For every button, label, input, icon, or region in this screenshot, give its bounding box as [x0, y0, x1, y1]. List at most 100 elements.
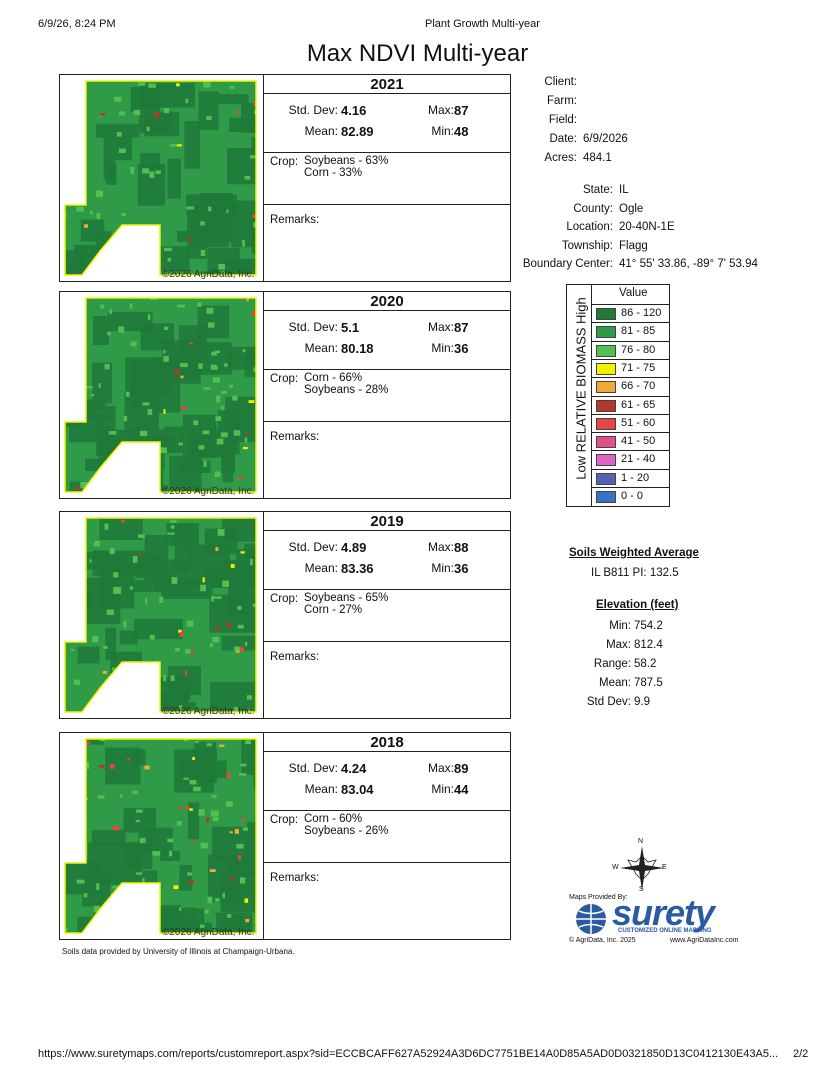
legend: Low RELATIVE BIOMASS High Value 86 - 120 81…: [566, 284, 670, 507]
legend-header: Value: [619, 287, 648, 299]
divider: [264, 861, 510, 863]
legend-range: 0 - 0: [621, 490, 644, 502]
divider: [264, 640, 510, 642]
info-label: Boundary Center:: [522, 258, 613, 270]
year-header: 2018: [264, 731, 510, 752]
compass-e: E: [662, 864, 667, 871]
map-copyright: ©2026 AgriData, Inc.: [162, 706, 255, 717]
year-header: 2021: [264, 73, 510, 94]
legend-range: 76 - 80: [621, 343, 656, 356]
map-copyright: ©2026 AgriData, Inc.: [162, 269, 255, 280]
legend-range: 86 - 120: [621, 307, 662, 319]
std-dev-value: 5.1: [341, 319, 360, 335]
legend-swatch: [596, 362, 616, 375]
elevation-value: 754.2: [634, 620, 663, 632]
legend-swatch: [596, 472, 616, 485]
mean-value: 83.36: [341, 560, 374, 576]
legend-swatch: [596, 417, 616, 430]
logo-brand: surety: [612, 892, 715, 933]
legend-range: 51 - 60: [621, 416, 656, 429]
print-title: Plant Growth Multi-year: [425, 18, 540, 30]
logo-globe: [576, 904, 606, 934]
ndvi-map: [64, 738, 257, 934]
legend-row-line: [591, 468, 669, 470]
min-value: 48: [454, 123, 469, 139]
info-label: Date:: [549, 133, 578, 145]
info-label: Field:: [548, 114, 577, 126]
legend-range: 21 - 40: [621, 453, 656, 466]
crop: Corn - 33%: [304, 166, 363, 179]
legend-range: 81 - 85: [621, 325, 656, 338]
elevation-value: 58.2: [634, 658, 657, 670]
compass-s: S: [639, 886, 644, 893]
legend-row-line: [591, 304, 669, 305]
panel-info: 2019 Std. Dev: 4.89 Mean: 83.36 Max: 88 Min: 36 C…: [263, 510, 512, 719]
crop-label: Crop:: [270, 155, 299, 168]
year: 2019: [370, 512, 404, 530]
min-label: Min:: [431, 781, 454, 796]
soils-value: IL B811 PI: 132.5: [591, 567, 679, 579]
info-value: Ogle: [619, 202, 644, 215]
std-dev-value: 4.24: [341, 760, 367, 776]
std-dev-value: 4.89: [341, 539, 367, 555]
info-label: Client:: [544, 76, 577, 88]
year-header: 2019: [264, 510, 510, 531]
legend-swatch: [596, 491, 616, 503]
crop: Corn - 27%: [304, 603, 363, 616]
crop: Soybeans - 26%: [304, 824, 389, 837]
legend-swatch: [596, 381, 616, 394]
legend-axis-label: Low RELATIVE BIOMASS High: [573, 297, 589, 480]
ndvi-map: [64, 517, 257, 713]
divider: [264, 420, 510, 422]
legend-range: 66 - 70: [621, 380, 656, 393]
ndvi-map: [64, 80, 257, 276]
year-panel: ©2026 AgriData, Inc. 2021 Std. Dev: 4.16 Mea…: [59, 73, 511, 282]
remarks-label: Remarks:: [270, 871, 320, 884]
legend-range: 61 - 65: [621, 398, 656, 411]
year: 2018: [370, 733, 404, 751]
min-label: Min:: [431, 560, 454, 575]
crop: Corn - 60%: [304, 812, 363, 825]
crop: Soybeans - 65%: [304, 591, 389, 604]
divider: [264, 368, 510, 370]
min-value: 44: [454, 781, 469, 797]
legend-range: 1 - 20: [621, 471, 650, 484]
info-value: 20-40N-1E: [619, 221, 675, 233]
min-value: 36: [454, 560, 469, 576]
elevation-label: Mean:: [599, 677, 631, 689]
info-value: 6/9/2026: [583, 133, 628, 145]
max-label: Max:: [427, 539, 454, 554]
mean-label: Mean:: [304, 340, 338, 355]
legend-row-line: [591, 413, 669, 415]
legend-swatch: [596, 436, 616, 449]
max-value: 87: [454, 102, 469, 118]
legend-row-line: [591, 358, 669, 360]
compass: [620, 846, 664, 890]
elevation-label: Min:: [609, 620, 631, 632]
min-value: 36: [454, 340, 469, 356]
info-label: County:: [573, 202, 613, 215]
map-copyright: ©2026 AgriData, Inc.: [162, 927, 255, 938]
elevation-label: Range:: [593, 658, 631, 670]
compass-n: N: [638, 838, 644, 845]
year-panel: ©2026 AgriData, Inc. 2020 Std. Dev: 5.1 Mean…: [59, 290, 511, 499]
std-dev-label: Std. Dev:: [288, 102, 338, 117]
info-label: Location:: [566, 221, 613, 233]
max-label: Max:: [427, 760, 454, 775]
legend-swatch: [596, 326, 616, 339]
elevation-value: 9.9: [634, 696, 650, 708]
mean-value: 83.04: [341, 781, 374, 797]
elevation-title: Elevation (feet): [596, 599, 679, 611]
std-dev-label: Std. Dev:: [288, 319, 338, 334]
info-value: IL: [619, 184, 629, 196]
mean-label: Mean:: [304, 560, 338, 575]
max-value: 88: [454, 539, 469, 555]
soils-note: Soils data provided by University of Ill…: [62, 947, 295, 956]
legend-range: 71 - 75: [621, 361, 656, 374]
mean-label: Mean:: [304, 123, 338, 138]
max-label: Max:: [427, 319, 454, 334]
info-value: 484.1: [583, 152, 612, 164]
min-label: Min:: [431, 123, 454, 138]
info-label: State:: [582, 184, 613, 196]
